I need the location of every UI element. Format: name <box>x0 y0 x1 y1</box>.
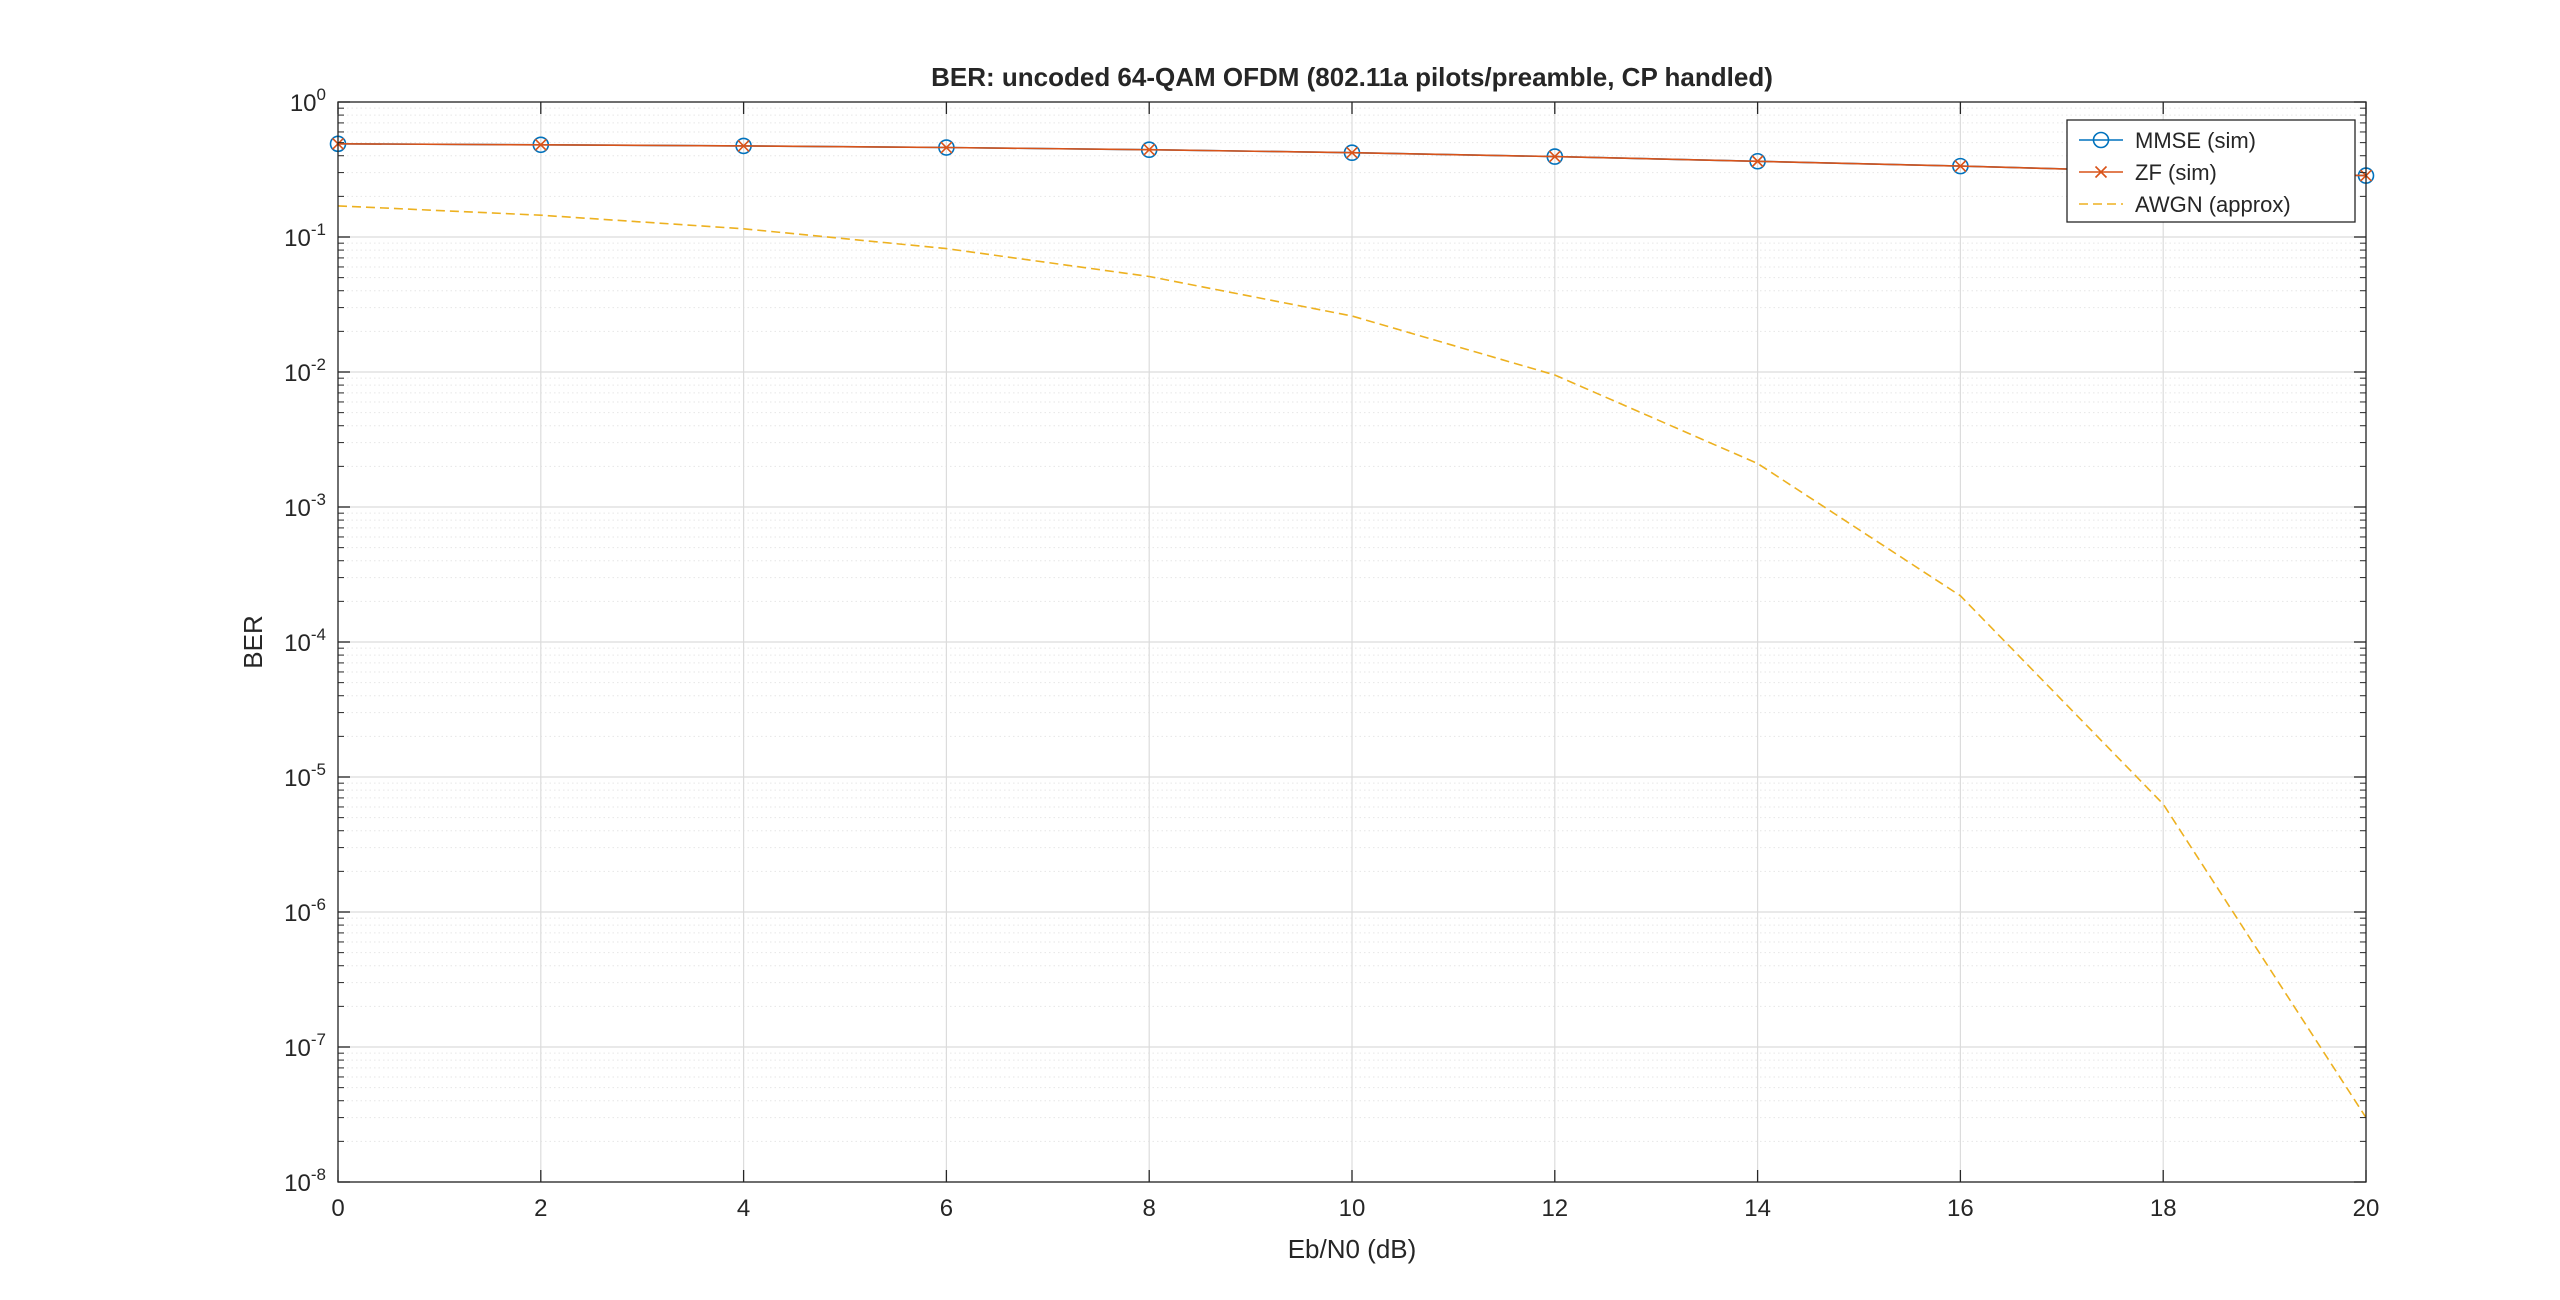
x-tick-label: 8 <box>1143 1195 1156 1222</box>
series-layer <box>329 135 2375 1119</box>
x-axis-label: Eb/N0 (dB) <box>1288 1234 1417 1264</box>
series-line-2 <box>337 205 2367 1119</box>
x-tick-label: 0 <box>331 1195 344 1222</box>
x-tick-label: 6 <box>940 1195 953 1222</box>
legend-label: AWGN (approx) <box>2135 192 2291 217</box>
data-point <box>737 139 750 152</box>
x-axis-ticks: 0 2 4 6 8 10 12 14 16 18 20 <box>331 102 2379 1222</box>
y-tick-label: 10-3 <box>284 490 326 522</box>
y-tick-label: 10-4 <box>284 625 326 657</box>
data-point <box>1751 155 1764 168</box>
y-axis-ticks: 10-8 10-7 10-6 10-5 10-4 10-3 10-2 10-1 100 <box>284 85 2366 1197</box>
x-tick-label: 14 <box>1744 1195 1771 1222</box>
data-point <box>1954 160 1967 173</box>
legend-label: MMSE (sim) <box>2135 128 2256 153</box>
x-tick-label: 18 <box>2150 1195 2177 1222</box>
data-point <box>1548 150 1561 163</box>
y-tick-label: 10-8 <box>284 1165 326 1197</box>
chart-title: BER: uncoded 64-QAM OFDM (802.11a pilots… <box>931 62 1773 92</box>
y-tick-label: 10-6 <box>284 895 326 927</box>
legend-entries: MMSE (sim) ZF (sim) AWGN (approx) <box>2079 128 2291 217</box>
x-tick-label: 12 <box>1541 1195 1568 1222</box>
y-tick-label: 10-2 <box>284 355 326 387</box>
data-point <box>1345 146 1359 159</box>
data-point <box>1143 143 1156 156</box>
x-tick-label: 16 <box>1947 1195 1974 1222</box>
x-tick-label: 20 <box>2353 1195 2380 1222</box>
x-tick-label: 4 <box>737 1195 750 1222</box>
data-point <box>534 138 547 151</box>
y-tick-label: 10-7 <box>284 1030 326 1062</box>
legend-marker <box>2092 131 2110 149</box>
y-tick-label: 100 <box>290 85 326 117</box>
x-tick-label: 10 <box>1339 1195 1366 1222</box>
legend-label: ZF (sim) <box>2135 160 2217 185</box>
y-tick-label: 10-1 <box>284 220 326 252</box>
data-point <box>940 141 953 154</box>
legend: MMSE (sim) ZF (sim) AWGN (approx) <box>2066 119 2356 223</box>
y-tick-label: 10-5 <box>284 760 326 792</box>
y-axis-label: BER <box>238 615 268 668</box>
legend-box <box>2066 119 2356 223</box>
legend-marker <box>2094 165 2108 179</box>
x-tick-label: 2 <box>534 1195 547 1222</box>
